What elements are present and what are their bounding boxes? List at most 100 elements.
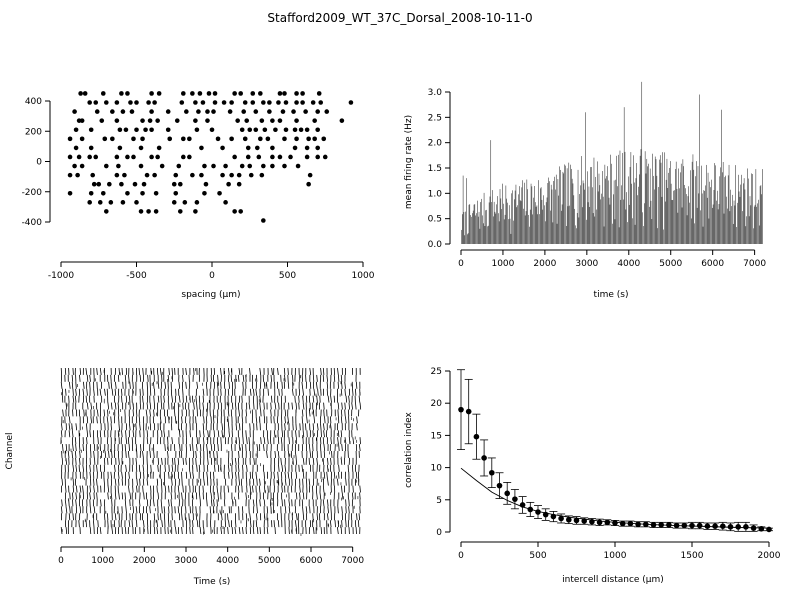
layout-point xyxy=(292,127,298,133)
layout-point xyxy=(102,136,108,142)
layout-point xyxy=(93,100,99,105)
layout-point xyxy=(232,209,237,214)
raster-burst xyxy=(255,374,259,535)
raster-burst xyxy=(89,368,93,535)
raster-burst xyxy=(287,367,291,535)
layout-point xyxy=(100,190,106,196)
raster-burst xyxy=(191,367,195,535)
layout-point xyxy=(196,109,201,114)
raster-burst xyxy=(280,374,284,528)
layout-point xyxy=(312,136,317,142)
firing-rate-bars xyxy=(461,81,763,244)
layout-point xyxy=(294,118,299,123)
layout-point xyxy=(193,100,198,105)
layout-point xyxy=(88,190,94,196)
layout-point xyxy=(149,127,154,133)
layout-point xyxy=(236,172,242,178)
raster-burst xyxy=(113,367,117,535)
layout-point xyxy=(303,109,308,114)
raster-burst xyxy=(248,367,252,535)
layout-point xyxy=(117,145,123,151)
layout-point xyxy=(348,100,354,105)
layout-point xyxy=(143,127,148,133)
raster-x-ticks: 0 1000 2000 3000 4000 5000 6000 7000 xyxy=(58,547,364,566)
layout-point xyxy=(298,127,304,133)
layout-point xyxy=(187,154,192,160)
layout-point xyxy=(123,127,129,133)
raster-burst xyxy=(297,367,301,535)
raster-burst xyxy=(110,367,114,535)
layout-point xyxy=(277,118,283,123)
correlation-point xyxy=(504,490,511,497)
layout-point xyxy=(288,154,293,160)
layout-point xyxy=(146,209,151,214)
layout-point xyxy=(174,118,180,123)
correlation-point xyxy=(519,502,526,508)
correlation-point xyxy=(673,522,680,529)
layout-point xyxy=(202,163,207,169)
layout-point xyxy=(147,118,153,123)
layout-point xyxy=(202,190,207,196)
correlation-point xyxy=(643,521,649,528)
raster-burst xyxy=(251,374,255,535)
correlation-panel: 0 5 10 15 20 25 0 500 1000 1500 2000 intercell di… xyxy=(404,367,781,585)
layout-point xyxy=(97,200,103,205)
raster-burst xyxy=(167,367,170,535)
layout-point xyxy=(232,91,237,96)
layout-point xyxy=(114,100,120,105)
raster-burst xyxy=(117,367,120,535)
raster-burst xyxy=(127,367,132,535)
correlation-y-tick-label: 15 xyxy=(431,431,442,441)
layout-point xyxy=(134,100,139,105)
layout-point xyxy=(67,154,73,160)
layout-point xyxy=(212,91,218,96)
correlation-point xyxy=(481,455,487,461)
layout-point xyxy=(173,190,179,196)
layout-point xyxy=(152,100,157,105)
raster-x-tick-label: 3000 xyxy=(175,556,198,566)
layout-point xyxy=(67,136,73,142)
layout-point xyxy=(132,181,138,187)
raster-burst xyxy=(223,368,227,534)
raster-burst xyxy=(354,367,358,535)
correlation-point xyxy=(750,525,757,531)
layout-point xyxy=(96,181,102,187)
layout-point xyxy=(291,109,296,114)
layout-point xyxy=(79,163,85,169)
raster-burst xyxy=(198,367,202,535)
layout-point xyxy=(173,172,179,178)
firing-rate-y-tick-label: 1.0 xyxy=(428,189,443,199)
correlation-x-tick-label: 2000 xyxy=(758,551,781,561)
raster-burst xyxy=(305,368,308,535)
raster-burst xyxy=(99,367,103,535)
layout-point xyxy=(153,209,159,214)
raster-burst xyxy=(340,367,344,535)
correlation-point xyxy=(512,496,518,502)
raster-burst xyxy=(337,367,340,535)
layout-point xyxy=(91,181,97,187)
layout-point xyxy=(227,109,233,114)
raster-burst xyxy=(205,367,209,528)
layout-point xyxy=(114,118,120,123)
layout-point xyxy=(250,100,256,105)
layout-point xyxy=(76,154,82,160)
layout-x-tick-label: 500 xyxy=(279,271,296,281)
raster-burst xyxy=(163,367,167,535)
raster-burst xyxy=(170,367,174,534)
firing-rate-x-tick-label: 6000 xyxy=(701,259,724,269)
layout-point xyxy=(211,109,216,114)
correlation-y-axis-label: correlation index xyxy=(404,411,414,487)
raster-burst xyxy=(237,367,241,535)
layout-point xyxy=(87,200,92,205)
layout-point xyxy=(67,190,73,196)
layout-point xyxy=(282,136,287,142)
layout-point xyxy=(125,190,130,196)
correlation-x-tick-label: 1500 xyxy=(681,551,704,561)
layout-point xyxy=(276,100,281,105)
correlation-y-tick-label: 25 xyxy=(431,367,442,377)
raster-burst xyxy=(262,367,266,534)
layout-point xyxy=(187,136,192,142)
layout-point xyxy=(212,100,218,105)
layout-point xyxy=(155,154,160,160)
raster-burst xyxy=(195,367,199,528)
